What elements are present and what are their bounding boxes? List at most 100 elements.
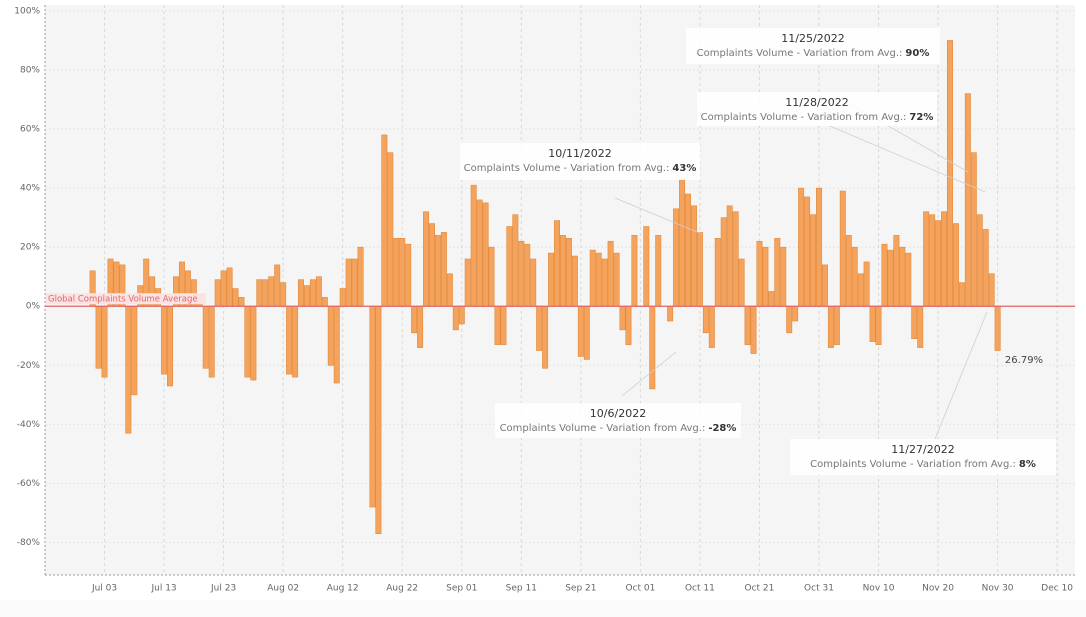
bar (845, 235, 852, 307)
bar (750, 305, 757, 354)
annotation-title: 11/27/2022 (891, 443, 954, 456)
bar (542, 305, 549, 369)
bar (530, 258, 537, 307)
bar (976, 214, 983, 307)
bar (702, 305, 709, 334)
bar (577, 305, 584, 357)
x-tick-label: Nov 10 (863, 584, 895, 594)
bar (280, 282, 287, 307)
annotation-text-line: Complaints Volume - Variation from Avg.:… (810, 459, 1036, 470)
bar (351, 258, 358, 307)
x-tick-label: Oct 01 (625, 584, 655, 594)
bar (399, 238, 406, 307)
annotation-value: -28% (708, 423, 736, 434)
annotation-leader (621, 351, 677, 397)
bar (417, 305, 424, 348)
bar (917, 305, 924, 348)
y-tick-label: -20% (17, 361, 41, 371)
annotation-leader (614, 197, 703, 235)
annotation-title: 10/11/2022 (548, 147, 611, 160)
x-tick-label: Nov 20 (922, 584, 954, 594)
bar (738, 258, 745, 307)
bar (744, 305, 751, 345)
bar (333, 305, 340, 384)
bar (303, 285, 310, 307)
bar (482, 202, 489, 307)
y-tick-label: 20% (20, 243, 40, 253)
bar (589, 249, 596, 307)
annotation-text: Complaints Volume - Variation from Avg.: (500, 423, 706, 434)
end-label: 26.79% (1005, 355, 1043, 366)
x-tick-label: Aug 22 (386, 584, 418, 594)
bar (339, 288, 346, 307)
x-tick-label: Nov 30 (982, 584, 1014, 594)
annotation-box (495, 403, 741, 438)
reference-label-bg (46, 293, 206, 305)
bar (839, 190, 846, 307)
bar (935, 220, 942, 307)
bar (875, 305, 882, 345)
bar (250, 305, 257, 381)
x-tick-label: Oct 21 (745, 584, 775, 594)
bar (208, 305, 215, 378)
annotation-box (460, 143, 700, 180)
bar (946, 40, 953, 307)
bar (446, 273, 453, 307)
y-tick-label: -40% (17, 420, 41, 430)
bar (440, 232, 447, 307)
x-tick-label: Jul 03 (91, 584, 117, 594)
bar (690, 205, 697, 307)
bar (452, 305, 459, 331)
bar (613, 252, 620, 307)
bar (434, 235, 441, 307)
bar (816, 187, 822, 307)
bar (798, 187, 805, 307)
x-tick-label: Sep 11 (506, 584, 537, 594)
bar (565, 238, 572, 307)
annotation-value: 90% (905, 48, 929, 59)
bar (804, 196, 811, 307)
annotation-text-line: Complaints Volume - Variation from Avg.:… (464, 163, 697, 174)
bar (167, 305, 174, 387)
bar (357, 246, 364, 307)
bar (369, 305, 376, 508)
bar (887, 249, 894, 307)
bar (982, 229, 989, 307)
bar (649, 305, 656, 390)
bar (869, 305, 876, 342)
bar (393, 238, 400, 307)
bar (899, 246, 906, 307)
bar (226, 267, 233, 307)
bar (696, 232, 703, 307)
bar (309, 279, 316, 307)
bar (423, 211, 430, 307)
bar (988, 273, 995, 307)
footer-band (0, 600, 1086, 617)
bar (631, 235, 638, 307)
annotation-value: 8% (1019, 459, 1036, 470)
bar (286, 305, 293, 375)
bar (792, 305, 799, 322)
x-tick-label: Dec 10 (1041, 584, 1073, 594)
bar (220, 270, 227, 307)
bar (244, 305, 251, 378)
bar (256, 279, 263, 307)
bar (161, 305, 168, 375)
bar (381, 134, 388, 307)
bar (714, 238, 721, 307)
x-tick-label: Oct 31 (804, 584, 834, 594)
bar (214, 279, 221, 307)
bar (619, 305, 626, 331)
reference-label: Global Complaints Volume Average (48, 295, 198, 305)
annotation-leader (829, 125, 986, 193)
bar (345, 258, 352, 307)
bar (548, 252, 555, 307)
x-tick-label: Jul 13 (150, 584, 176, 594)
bar (685, 193, 691, 307)
bar (625, 305, 632, 345)
x-tick-label: Sep 21 (565, 584, 596, 594)
y-tick-label: 40% (20, 184, 40, 194)
bar (726, 205, 733, 307)
bar (238, 297, 245, 307)
